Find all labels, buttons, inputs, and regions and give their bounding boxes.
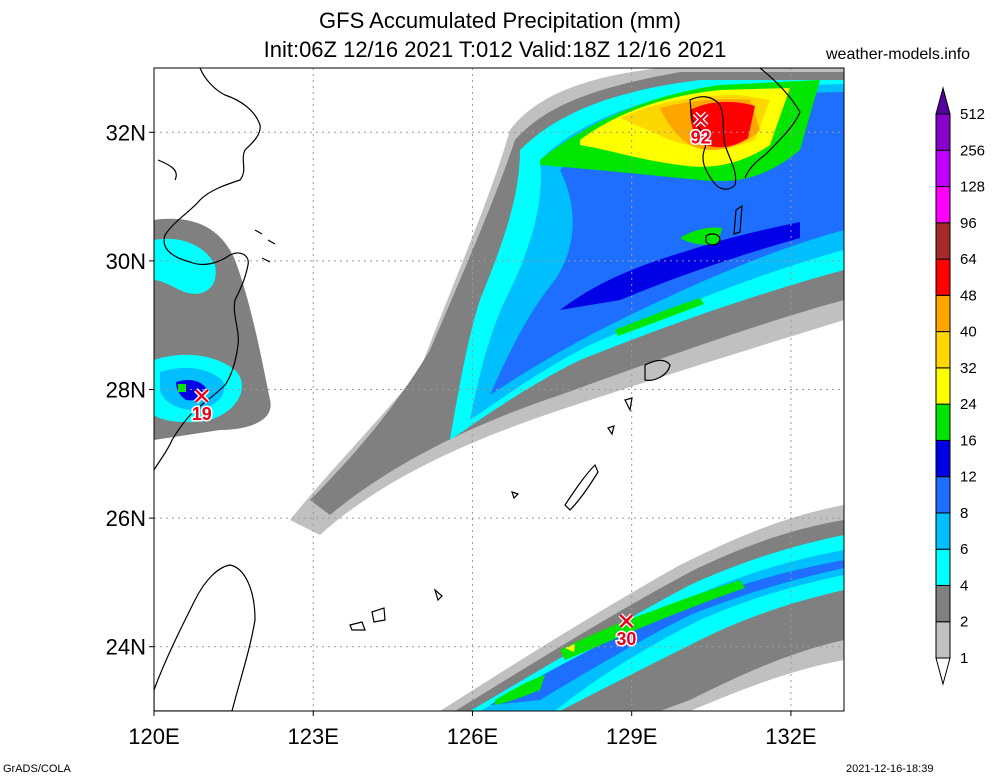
footer-software: GrADS/COLA [3,763,72,775]
map-title: GFS Accumulated Precipitation (mm) [319,8,681,33]
colorbar-label-512: 512 [960,106,985,123]
coastline-china [154,68,261,471]
tick-label-lat-26: 26N [106,506,146,531]
colorbar-box-12 [935,439,951,478]
max-x-icon [194,389,209,403]
colorbar-label-24: 24 [960,396,977,413]
max-value-label: 92 [691,127,711,147]
colorbar-label-2: 2 [960,614,968,631]
footer-timestamp: 2021-12-16-18:39 [846,763,933,775]
colorbar-label-128: 128 [960,179,985,196]
tick-label-lon-126: 126E [447,724,498,749]
colorbar-box-40 [935,294,951,333]
max-marker-north: 92 [689,111,712,149]
tick-label-lon-129: 129E [606,724,657,749]
coastline-yakushima [705,233,721,246]
max-value-label: 19 [192,404,212,424]
colorbar-label-12: 12 [960,469,977,486]
coastline-taiwan [154,564,256,711]
tick-label-lon-120: 120E [128,724,179,749]
map-axes: 120E 123E 126E 129E 132E 32N 30N 28N 26N 24N [106,120,817,749]
colorbar-box-32 [935,331,951,369]
coastline-amami [644,359,671,381]
colorbar-box-48 [935,258,951,296]
precip-field [154,68,844,711]
precip-band-south [440,505,844,711]
map-subtitle: Init:06Z 12/16 2021 T:012 Valid:18Z 12/1… [263,37,727,62]
colorbar-box-24 [935,367,951,405]
coastline-ryukyu-islets [511,397,633,500]
max-marker-west: 19 [190,388,213,425]
colorbar-box-256 [935,113,951,151]
colorbar-label-8: 8 [960,505,968,522]
colorbar-label-6: 6 [960,541,968,558]
coastlines [154,68,801,711]
colorbar-label-48: 48 [960,287,977,304]
max-marker-south: 30 [615,613,638,650]
colorbar-box-6 [935,512,951,550]
colorbar-box-128 [935,149,951,188]
colorbar-label-40: 40 [960,324,977,341]
coastline-japan-shikoku [744,68,801,179]
colorbar-label-16: 16 [960,432,977,449]
tick-label-lat-32: 32N [106,120,146,145]
max-x-icon [619,614,634,628]
colorbar-label-1: 1 [960,650,968,667]
tick-label-lon-132: 132E [765,724,816,749]
max-value-label: 30 [616,629,636,649]
tick-label-lat-30: 30N [106,249,146,274]
colorbar-box-64 [935,222,951,260]
max-x-icon [693,112,708,127]
colorbar-max-arrow [935,86,951,115]
tick-label-lat-28: 28N [106,378,146,403]
precip-patch-west [154,218,271,440]
source-site-label: weather-models.info [826,46,971,63]
coastline-tanegashima [733,204,743,235]
colorbar-box-96 [935,186,951,224]
colorbar-box-8 [935,476,951,514]
tick-label-lat-24: 24N [106,635,146,660]
coastline-sakishima [349,588,443,631]
colorbar-box-16 [935,403,951,441]
colorbar-box-4 [935,548,951,586]
coastline-china-islands [157,159,276,263]
maxima-markers: 92 19 30 [190,111,712,650]
colorbar-box-1 [935,621,951,659]
colorbar-min-arrow [935,657,951,686]
coastline-japan-kyushu [689,96,737,190]
colorbar-label-32: 32 [960,360,977,377]
coastline-okinawa [564,463,599,511]
colorbar-label-64: 64 [960,251,977,268]
colorbar-label-96: 96 [960,215,977,232]
colorbar-label-256: 256 [960,142,985,159]
precip-band-north [290,68,844,535]
colorbar-label-4: 4 [960,577,968,594]
colorbar-box-2 [935,584,951,623]
tick-label-lon-123: 123E [288,724,339,749]
